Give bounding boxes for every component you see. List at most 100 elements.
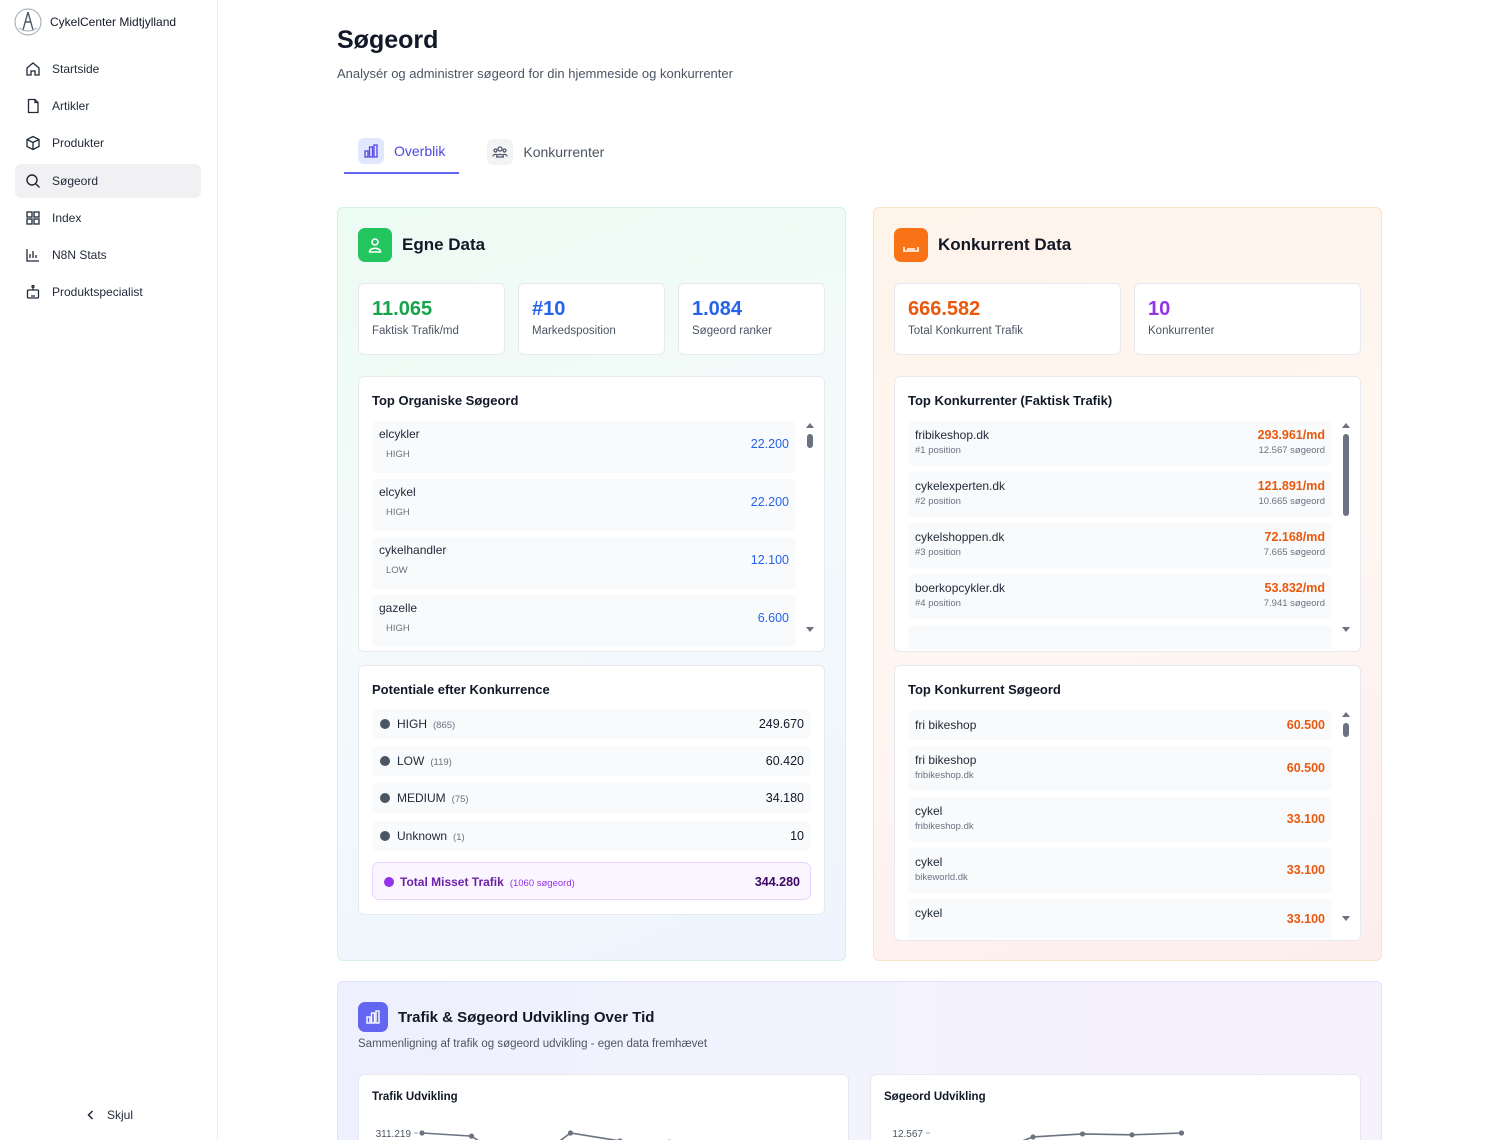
scrollbar-thumb[interactable] [1343,723,1349,737]
sidebar-item-startside[interactable]: Startside [15,52,201,86]
competitor-keyword-count: 7.665 søgeord [1263,547,1325,558]
sidebar-item-soegeord[interactable]: Søgeord [15,163,201,198]
data-point[interactable] [567,1130,574,1136]
data-point[interactable] [1079,1131,1086,1137]
list-item[interactable]: cykel bikeworld.dk 33.100 [908,848,1332,893]
list-item[interactable]: gazelle HIGH 6.600 [372,595,796,647]
potential-label: Unknown [397,829,448,843]
scrollbar[interactable] [1342,423,1350,635]
competitor-position: #1 position [915,445,961,456]
list-item[interactable]: elcykel HIGH 22.200 [372,479,796,531]
potential-row-medium: MEDIUM (75) 34.180 [372,783,811,813]
sidebar-nav: Startside Artikler Produkter Søgeord Ind… [15,52,201,312]
competitor-position: #3 position [915,547,961,558]
competitor-keyword-list[interactable]: fri bikeshop 60.500 fri bikeshop fribike… [908,710,1332,938]
scrollbar[interactable] [1342,712,1350,924]
competitor-data-header: Konkurrent Data [894,228,1071,262]
status-dot [384,877,394,887]
keyword-line-chart: 12.567 [892,1129,1185,1140]
keyword-domain: fribikeshop.dk [915,770,974,781]
status-dot [380,719,390,729]
sidebar-item-index[interactable]: Index [15,201,201,235]
series-line [1022,1132,1182,1140]
potential-row-low: LOW (119) 60.420 [372,746,811,776]
potential-count: (75) [451,794,469,805]
page-subtitle: Analysér og administrer søgeord for din … [337,66,733,81]
keyword-name: elcykel [379,485,416,499]
data-point[interactable] [1178,1130,1185,1136]
stat-label: Total Konkurrent Trafik [908,325,1024,337]
potential-count: (865) [433,720,456,731]
list-item[interactable]: fri bikeshop fribikeshop.dk 60.500 [908,746,1332,791]
sidebar-item-label: N8N Stats [52,247,107,262]
scroll-down-arrow[interactable] [1342,627,1350,632]
store-icon [894,228,928,262]
keyword-list[interactable]: elcykler HIGH 22.200 elcykel HIGH 22.200… [372,421,796,649]
competitor-data-title: Konkurrent Data [938,235,1072,254]
trend-panel: Trafik & Søgeord Udvikling Over Tid Samm… [337,981,1382,1140]
collapse-sidebar-button[interactable]: Skjul [85,1108,133,1122]
keyword-name: cykel [915,855,943,869]
competitor-list[interactable]: fribikeshop.dk #1 position 293.961/md 12… [908,421,1332,649]
data-point[interactable] [468,1133,475,1139]
scroll-down-arrow[interactable] [1342,916,1350,921]
scrollbar-thumb[interactable] [1343,434,1349,516]
stat-label: Søgeord ranker [692,325,772,337]
search-icon [26,173,40,188]
tab-overblik[interactable]: Overblik [344,130,460,174]
keyword-chart-card: Søgeord Udvikling 12.567 [870,1074,1361,1140]
sidebar-item-artikler[interactable]: Artikler [15,89,201,123]
list-item[interactable]: cykel 33.100 [908,899,1332,938]
competitor-keyword-count: 10.665 søgeord [1258,496,1325,507]
list-item[interactable]: cykelexperten.dk #2 position 121.891/md … [908,472,1332,517]
scrollbar-thumb[interactable] [807,434,813,448]
keyword-domain: fribikeshop.dk [915,821,974,832]
trend-subtitle: Sammenligning af trafik og søgeord udvik… [358,1038,708,1050]
scroll-down-arrow[interactable] [806,627,814,632]
sidebar-item-n8n-stats[interactable]: N8N Stats [15,238,201,272]
tab-konkurrenter[interactable]: Konkurrenter [473,130,618,174]
data-point[interactable] [1129,1132,1135,1138]
card-title: Top Organiske Søgeord [372,393,519,408]
traffic-line-chart: 311.219 [376,1129,671,1140]
competitor-traffic: 53.832/md [1264,581,1325,595]
trend-title: Trafik & Søgeord Udvikling Over Tid [398,1008,655,1026]
list-item[interactable]: cykel fribikeshop.dk 33.100 [908,797,1332,842]
stat-value: 11.065 [372,298,433,320]
list-item[interactable]: fribikeshop.dk #1 position 293.961/md 12… [908,421,1332,466]
brand-name: CykelCenter Midtjylland [50,15,177,29]
scroll-up-arrow[interactable] [1342,423,1350,428]
list-item[interactable]: boerkopcykler.dk #4 position 53.832/md 7… [908,574,1332,619]
competitor-domain: boerkopcykler.dk [915,581,1006,595]
list-item[interactable]: cykelshoppen.dk #3 position 72.168/md 7.… [908,523,1332,568]
competition-level: HIGH [386,449,410,460]
competitor-traffic: 121.891/md [1257,479,1325,493]
competitor-position: #4 position [915,598,961,609]
sidebar-item-produktspecialist[interactable]: Produktspecialist [15,275,201,309]
series-line [421,1132,620,1140]
scrollbar[interactable] [806,423,814,635]
keyword-name: gazelle [379,601,418,615]
list-item[interactable]: fri bikeshop 60.500 [908,710,1332,740]
list-item-partial[interactable] [908,625,1332,649]
search-volume: 22.200 [750,495,789,509]
list-item[interactable]: elcykler HIGH 22.200 [372,421,796,473]
scroll-up-arrow[interactable] [806,423,814,428]
top-competitor-keywords-card: Top Konkurrent Søgeord fri bikeshop 60.5… [894,665,1361,941]
document-icon [27,99,39,114]
brand[interactable]: CykelCenter Midtjylland [14,8,176,36]
stat-label: Konkurrenter [1148,325,1215,337]
stat-card-traffic: 11.065 Faktisk Trafik/md [358,283,505,355]
stat-card-competitor-count: 10 Konkurrenter [1134,283,1361,355]
scroll-up-arrow[interactable] [1342,712,1350,717]
chart-title: Søgeord Udvikling [884,1091,986,1103]
own-data-header: Egne Data [358,228,485,262]
data-point[interactable] [1030,1134,1036,1140]
sidebar-item-produkter[interactable]: Produkter [15,126,201,160]
home-icon [26,62,40,76]
own-data-title: Egne Data [402,235,486,254]
data-point[interactable] [419,1130,425,1136]
page-title: Søgeord [337,26,439,54]
potential-value: 34.180 [765,791,804,805]
list-item[interactable]: cykelhandler LOW 12.100 [372,537,796,589]
